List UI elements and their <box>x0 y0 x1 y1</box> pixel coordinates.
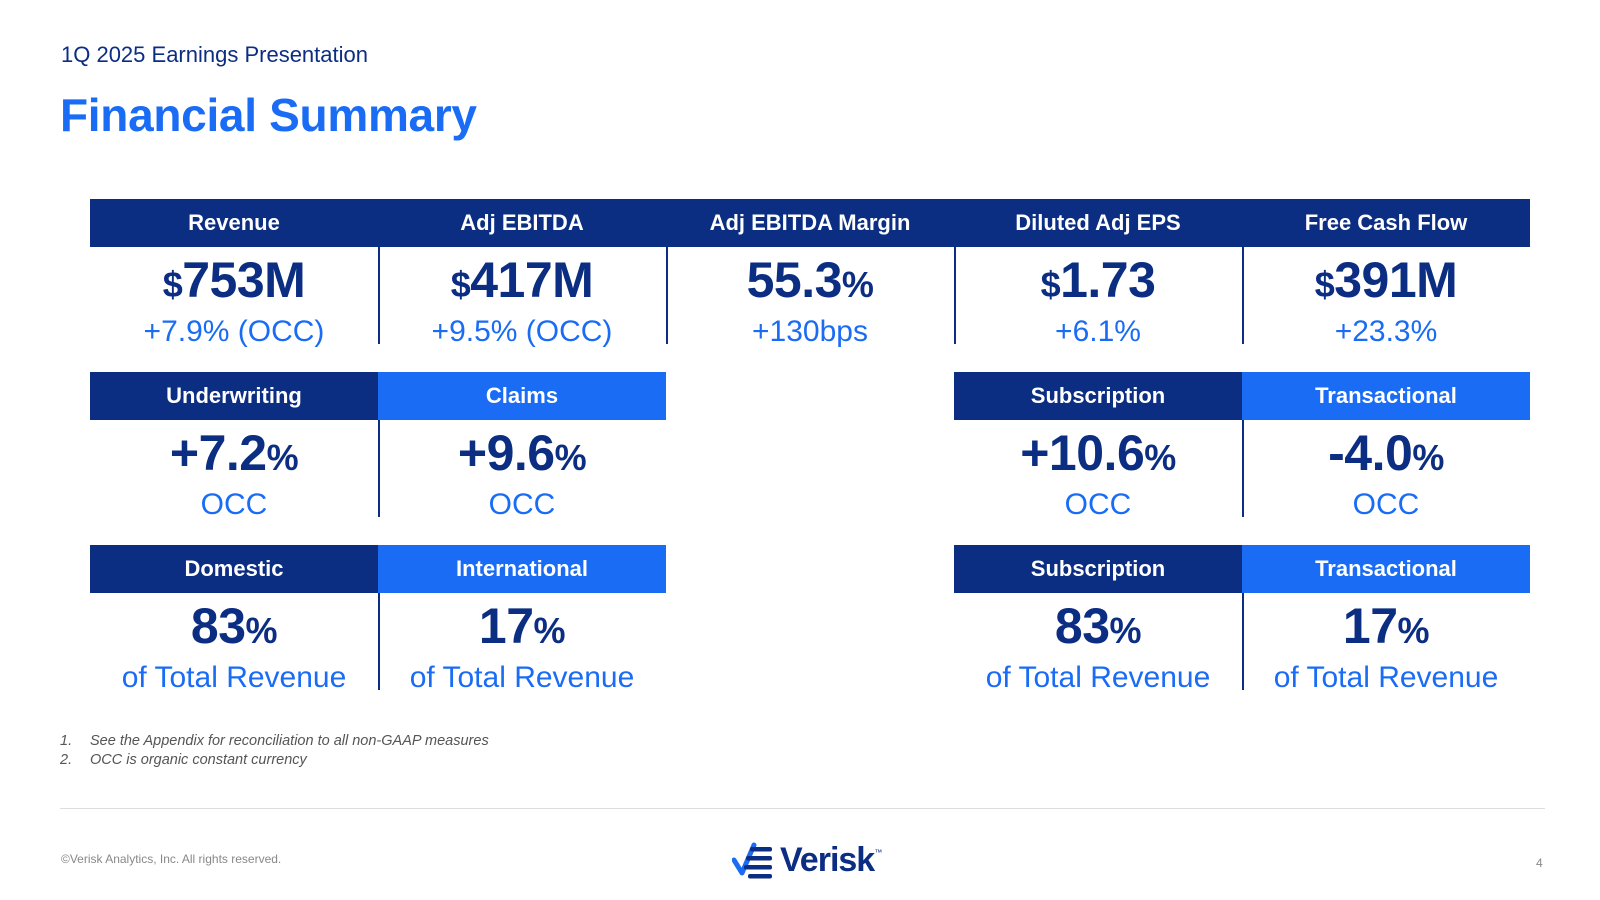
card-share: of Total Revenue <box>1273 661 1499 694</box>
card-label: Revenue <box>90 199 378 247</box>
card-value: $753M <box>90 251 378 314</box>
card-value: +10.6% <box>954 424 1242 487</box>
footnotes: 1. See the Appendix for reconciliation to… <box>60 732 489 770</box>
card-value: 17% <box>378 597 666 660</box>
percent-symbol: % <box>245 610 278 651</box>
card-domestic: Domestic 83% of Total Revenue <box>90 545 378 694</box>
value-number: 83 <box>190 598 246 654</box>
card-label: Subscription <box>954 372 1242 420</box>
value-number: 17 <box>478 598 534 654</box>
card-value: -4.0% <box>1242 424 1530 487</box>
percent-symbol: % <box>1412 437 1444 478</box>
footnote-number: 2. <box>60 752 73 768</box>
card-label: Free Cash Flow <box>1242 199 1530 247</box>
card-label: Adj EBITDA <box>378 199 666 247</box>
card-label: Transactional <box>1242 372 1530 420</box>
card-subscription-share: Subscription 83% of Total Revenue <box>954 545 1242 694</box>
value-number: 1.73 <box>1060 252 1156 308</box>
card-value: 55.3% <box>666 251 954 314</box>
value-number: +9.6 <box>457 425 555 481</box>
footnote-text: See the Appendix for reconciliation to a… <box>90 733 489 749</box>
percent-symbol: % <box>266 437 299 478</box>
value-number: 391M <box>1334 252 1458 308</box>
card-label: Adj EBITDA Margin <box>666 199 954 247</box>
card-claims: Claims +9.6% OCC <box>378 372 666 521</box>
card-change: +7.9% (OCC) <box>143 315 325 348</box>
value-number: 55.3 <box>746 252 843 308</box>
card-change: OCC <box>200 488 268 521</box>
card-value: 83% <box>954 597 1242 660</box>
card-label: Domestic <box>90 545 378 593</box>
card-transactional-growth: Transactional -4.0% OCC <box>1242 372 1530 521</box>
card-share: of Total Revenue <box>121 661 347 694</box>
card-value: +7.2% <box>90 424 378 487</box>
value-number: 83 <box>1054 598 1110 654</box>
percent-symbol: % <box>1397 610 1430 651</box>
trademark-symbol: ™ <box>874 848 883 857</box>
card-label: International <box>378 545 666 593</box>
card-transactional-share: Transactional 17% of Total Revenue <box>1242 545 1530 694</box>
card-revenue: Revenue $753M +7.9% (OCC) <box>90 199 378 348</box>
currency-symbol: $ <box>1040 264 1061 305</box>
card-label: Subscription <box>954 545 1242 593</box>
card-value: $417M <box>378 251 666 314</box>
card-label: Claims <box>378 372 666 420</box>
card-label: Underwriting <box>90 372 378 420</box>
card-change: +6.1% <box>1055 315 1141 348</box>
value-number: 17 <box>1342 598 1398 654</box>
value-number: -4.0 <box>1328 425 1413 481</box>
currency-symbol: $ <box>1314 264 1335 305</box>
verisk-logo: Verisk ™ <box>732 838 882 882</box>
copyright: ©Verisk Analytics, Inc. All rights reser… <box>61 852 282 866</box>
slide-subtitle: 1Q 2025 Earnings Presentation <box>61 42 368 67</box>
card-value: +9.6% <box>378 424 666 487</box>
percent-symbol: % <box>1144 437 1176 478</box>
value-number: 417M <box>470 252 594 308</box>
logo-wordmark: Verisk <box>780 840 875 879</box>
card-free-cash-flow: Free Cash Flow $391M +23.3% <box>1242 199 1530 348</box>
footnote: 2. OCC is organic constant currency <box>60 751 489 770</box>
card-value: $391M <box>1242 251 1530 314</box>
card-diluted-adj-eps: Diluted Adj EPS $1.73 +6.1% <box>954 199 1242 348</box>
card-label: Transactional <box>1242 545 1530 593</box>
verisk-mark-icon <box>732 842 772 879</box>
percent-symbol: % <box>554 437 587 478</box>
footnote-text: OCC is organic constant currency <box>90 752 307 768</box>
card-value: $1.73 <box>954 251 1242 314</box>
value-number: +10.6 <box>1020 425 1145 481</box>
value-number: +7.2 <box>169 425 267 481</box>
footnote: 1. See the Appendix for reconciliation to… <box>60 732 489 751</box>
currency-symbol: $ <box>450 264 471 305</box>
currency-symbol: $ <box>162 264 183 305</box>
card-subscription-growth: Subscription +10.6% OCC <box>954 372 1242 521</box>
card-change: +9.5% (OCC) <box>431 315 613 348</box>
card-change: +130bps <box>752 315 868 348</box>
card-underwriting: Underwriting +7.2% OCC <box>90 372 378 521</box>
card-change: +23.3% <box>1334 315 1438 348</box>
card-value: 83% <box>90 597 378 660</box>
value-number: 753M <box>182 252 306 308</box>
percent-symbol: % <box>1109 610 1142 651</box>
card-change: OCC <box>1064 488 1132 521</box>
card-international: International 17% of Total Revenue <box>378 545 666 694</box>
percent-symbol: % <box>533 610 566 651</box>
page-number: 4 <box>1536 856 1543 870</box>
card-share: of Total Revenue <box>409 661 635 694</box>
card-change: OCC <box>1352 488 1420 521</box>
card-change: OCC <box>488 488 556 521</box>
card-value: 17% <box>1242 597 1530 660</box>
footnote-number: 1. <box>60 733 73 749</box>
footer-divider <box>60 808 1545 809</box>
slide-title: Financial Summary <box>60 89 477 141</box>
card-adj-ebitda-margin: Adj EBITDA Margin 55.3% +130bps <box>666 199 954 348</box>
card-share: of Total Revenue <box>985 661 1211 694</box>
card-adj-ebitda: Adj EBITDA $417M +9.5% (OCC) <box>378 199 666 348</box>
percent-symbol: % <box>841 264 874 305</box>
card-label: Diluted Adj EPS <box>954 199 1242 247</box>
